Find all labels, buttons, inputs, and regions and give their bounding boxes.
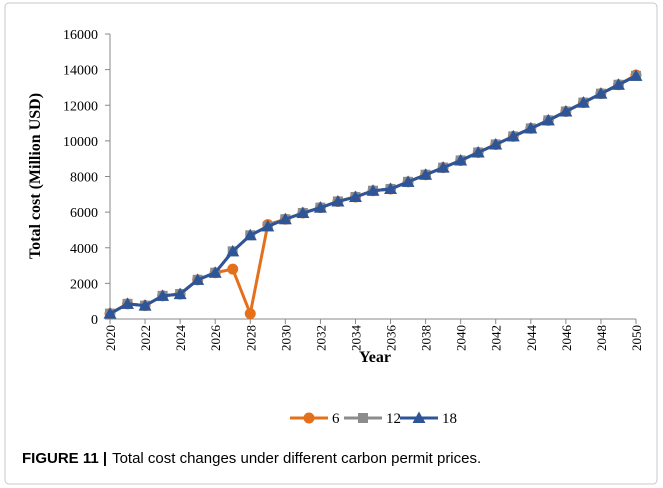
data-point bbox=[296, 206, 310, 219]
caption-label: FIGURE 11 | bbox=[22, 450, 107, 467]
x-tick-label: 2050 bbox=[629, 325, 644, 351]
data-point bbox=[384, 182, 398, 194]
y-tick-label: 8000 bbox=[70, 171, 98, 186]
x-tick-label: 2034 bbox=[348, 325, 363, 352]
y-tick-label: 12000 bbox=[63, 99, 98, 114]
data-point bbox=[121, 297, 135, 309]
legend-label: 18 bbox=[442, 411, 457, 427]
data-point bbox=[506, 129, 520, 142]
x-tick-label: 2028 bbox=[243, 325, 258, 351]
x-tick-label: 2026 bbox=[208, 325, 223, 352]
legend-marker bbox=[303, 412, 315, 424]
data-point bbox=[191, 273, 205, 285]
y-tick-label: 14000 bbox=[63, 64, 98, 79]
data-point bbox=[244, 308, 256, 320]
x-tick-label: 2048 bbox=[594, 325, 609, 351]
data-point bbox=[559, 104, 573, 117]
data-point bbox=[331, 194, 345, 207]
legend-label: 12 bbox=[386, 411, 401, 427]
data-point bbox=[226, 244, 240, 257]
data-point bbox=[138, 299, 152, 311]
legend-marker bbox=[412, 411, 426, 423]
data-point bbox=[208, 266, 222, 278]
x-tick-label: 2036 bbox=[384, 325, 399, 352]
data-point bbox=[524, 121, 538, 134]
x-tick-label: 2024 bbox=[173, 325, 188, 352]
data-point bbox=[173, 287, 187, 300]
data-point bbox=[243, 228, 257, 241]
x-tick-label: 2042 bbox=[489, 325, 504, 351]
x-tick-label: 2032 bbox=[313, 325, 328, 351]
data-point bbox=[278, 212, 292, 225]
data-point bbox=[261, 219, 275, 232]
figure-frame bbox=[4, 2, 658, 485]
data-point bbox=[489, 137, 503, 150]
data-point bbox=[348, 190, 362, 202]
data-point bbox=[471, 145, 485, 158]
data-point bbox=[401, 175, 415, 187]
x-tick-label: 2038 bbox=[419, 325, 434, 351]
data-point bbox=[454, 153, 468, 166]
legend-label: 6 bbox=[332, 411, 340, 427]
y-tick-label: 2000 bbox=[70, 277, 98, 292]
data-point bbox=[366, 184, 380, 196]
data-point bbox=[629, 69, 643, 81]
y-axis-title: Total cost (Million USD) bbox=[27, 93, 44, 259]
x-tick-label: 2020 bbox=[103, 325, 118, 351]
x-tick-label: 2046 bbox=[559, 325, 574, 352]
data-point bbox=[227, 263, 239, 275]
caption: FIGURE 11 | Total cost changes under diff… bbox=[22, 450, 481, 467]
x-axis-title: Year bbox=[359, 349, 391, 366]
caption-text: Total cost changes under different carbo… bbox=[112, 450, 481, 467]
y-tick-label: 4000 bbox=[70, 242, 98, 257]
data-point bbox=[594, 87, 608, 99]
data-point bbox=[103, 307, 117, 319]
data-point bbox=[541, 113, 555, 126]
x-tick-label: 2040 bbox=[454, 325, 469, 351]
y-tick-label: 16000 bbox=[63, 28, 98, 43]
data-point bbox=[611, 78, 625, 90]
y-tick-label: 10000 bbox=[63, 135, 98, 150]
x-tick-label: 2022 bbox=[138, 325, 153, 351]
y-tick-label: 0 bbox=[91, 313, 98, 328]
data-point bbox=[436, 161, 450, 173]
y-tick-label: 6000 bbox=[70, 206, 98, 221]
x-tick-label: 2030 bbox=[278, 325, 293, 351]
data-point bbox=[313, 201, 327, 213]
legend-marker bbox=[358, 413, 368, 423]
x-tick-label: 2044 bbox=[524, 325, 539, 352]
data-point bbox=[156, 289, 170, 301]
data-point bbox=[576, 96, 590, 108]
data-point bbox=[419, 168, 433, 180]
